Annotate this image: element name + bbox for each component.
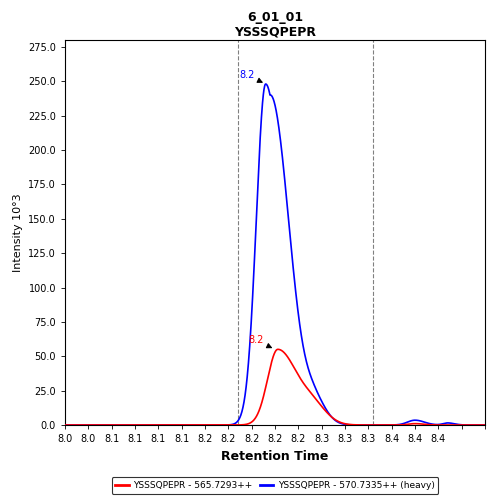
Legend: YSSSQPEPR - 565.7293++, YSSSQPEPR - 570.7335++ (heavy): YSSSQPEPR - 565.7293++, YSSSQPEPR - 570.… [112,478,438,494]
Title: 6_01_01
YSSSQPEPR: 6_01_01 YSSSQPEPR [234,11,316,39]
Text: 8.2: 8.2 [239,70,262,82]
Y-axis label: Intensity 10°3: Intensity 10°3 [12,193,22,272]
X-axis label: Retention Time: Retention Time [222,450,328,462]
Text: 8.2: 8.2 [248,335,272,347]
